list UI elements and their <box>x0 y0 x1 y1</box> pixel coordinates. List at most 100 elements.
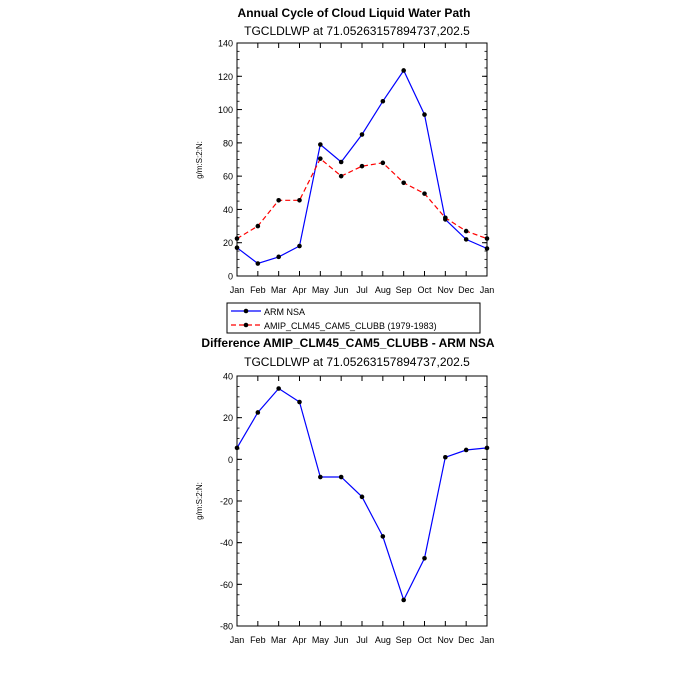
x-tick-label: Jan <box>480 285 495 295</box>
legend-label-model: AMIP_CLM45_CAM5_CLUBB (1979-1983) <box>264 321 437 331</box>
x-tick-label: Dec <box>458 635 475 645</box>
series-0-point <box>338 159 344 165</box>
series-line-0 <box>236 387 488 602</box>
series-0-point <box>463 447 469 453</box>
series-0-point <box>443 454 448 460</box>
plot-area: -80 -60 -40 -20 0 20 40 Jan Feb Mar Apr May Jun Jul Au… <box>220 372 494 646</box>
series-0-point <box>484 246 490 251</box>
y-tick-label: 40 <box>223 205 233 215</box>
y-tick-label: 40 <box>223 372 233 382</box>
series-0-point <box>484 445 490 451</box>
series-1-point <box>255 223 261 229</box>
series-0-point <box>234 245 240 251</box>
y-tick-label: 20 <box>223 413 233 423</box>
cloud-water-annual-cycle-chart: Annual Cycle of Cloud Liquid Water Path … <box>195 6 494 295</box>
series-1-point <box>422 191 427 196</box>
x-tick-label: Jul <box>356 635 368 645</box>
x-tick-label: Jan <box>230 285 245 295</box>
x-tick-label: Dec <box>458 285 475 295</box>
series-1-point <box>443 215 448 221</box>
series-0-point <box>318 142 323 147</box>
y-tick-label: 0 <box>228 455 233 465</box>
series-1-point <box>359 163 365 169</box>
x-tick-label: Jan <box>480 635 495 645</box>
series-0-point <box>297 399 302 405</box>
x-tick-label: Sep <box>396 635 412 645</box>
chart-subtitle: TGCLDLWP at 71.05263157894737,202.5 <box>244 24 470 38</box>
y-tick-label: -60 <box>220 580 233 590</box>
x-tick-label: Nov <box>437 285 454 295</box>
x-tick-label: Feb <box>250 635 266 645</box>
x-tick-label: Nov <box>437 635 454 645</box>
chart-title: Difference AMIP_CLM45_CAM5_CLUBB - ARM N… <box>201 336 494 350</box>
series-1-point <box>318 156 323 161</box>
y-tick-label: -80 <box>220 622 233 632</box>
series-0-point <box>276 386 281 391</box>
x-tick-label: Feb <box>250 285 266 295</box>
series-1-point <box>463 228 469 234</box>
x-tick-label: Aug <box>375 635 391 645</box>
series-0-point <box>401 68 406 73</box>
y-tick-label: -20 <box>220 497 233 507</box>
y-tick-label: 20 <box>223 238 233 248</box>
series-1-point <box>234 236 240 241</box>
series-0-point <box>463 237 469 242</box>
series-1-point <box>484 236 490 241</box>
x-tick-label: May <box>312 635 330 645</box>
x-tick-label: Mar <box>271 635 287 645</box>
x-tick-label: Jun <box>334 285 349 295</box>
series-0-point <box>380 98 386 104</box>
plot-frame <box>236 42 488 277</box>
x-tick-label: May <box>312 285 330 295</box>
series-1-point <box>297 197 302 203</box>
y-tick-label: 120 <box>218 72 233 82</box>
y-axis-label: g/m:S:2:N: <box>195 482 204 520</box>
x-tick-label: Jan <box>230 635 245 645</box>
chart-subtitle: TGCLDLWP at 71.05263157894737,202.5 <box>244 355 470 369</box>
series-0-point <box>422 112 427 117</box>
series-0-point <box>255 261 261 266</box>
series-1-point <box>338 173 344 179</box>
series-0-point <box>401 597 406 603</box>
series-0-point <box>234 445 240 451</box>
difference-chart: Difference AMIP_CLM45_CAM5_CLUBB - ARM N… <box>195 336 495 645</box>
series-0-point <box>297 243 302 249</box>
series-0-point <box>276 254 281 260</box>
x-tick-label: Apr <box>292 285 306 295</box>
y-tick-label: 60 <box>223 172 233 182</box>
plot-frame <box>236 375 488 627</box>
y-tick-label: 80 <box>223 138 233 148</box>
legend-box <box>226 302 481 334</box>
series-1-point <box>401 180 406 186</box>
legend: ARM NSA AMIP_CLM45_CAM5_CLUBB (1979-1983… <box>226 302 481 334</box>
x-tick-label: Apr <box>292 635 306 645</box>
series-0-point <box>255 410 261 415</box>
y-tick-label: 100 <box>218 105 233 115</box>
series-0-point <box>318 474 323 480</box>
y-axis-label: g/m:S:2:N: <box>195 141 204 179</box>
plot-area: 0 20 40 60 80 100 120 140 Jan Feb Mar Apr May Jun Jul A… <box>218 39 494 296</box>
series-0-point <box>338 474 344 480</box>
x-tick-label: Aug <box>375 285 391 295</box>
x-tick-label: Jun <box>334 635 349 645</box>
series-0-point <box>422 555 427 561</box>
series-0-point <box>380 534 386 539</box>
x-tick-label: Oct <box>417 635 432 645</box>
legend-marker-model <box>243 322 249 328</box>
series-1-point <box>380 160 386 166</box>
legend-marker-arm-nsa <box>243 308 249 314</box>
x-tick-label: Jul <box>356 285 368 295</box>
x-tick-label: Sep <box>396 285 412 295</box>
y-tick-label: -40 <box>220 538 233 548</box>
chart-title: Annual Cycle of Cloud Liquid Water Path <box>238 6 471 20</box>
y-tick-label: 0 <box>228 272 233 282</box>
x-tick-label: Mar <box>271 285 287 295</box>
legend-label-arm-nsa: ARM NSA <box>264 307 305 317</box>
series-line-1 <box>236 157 488 240</box>
series-0-point <box>359 132 365 137</box>
series-1-point <box>276 197 281 203</box>
y-tick-label: 140 <box>218 39 233 49</box>
x-tick-label: Oct <box>417 285 432 295</box>
series-0-point <box>359 494 365 500</box>
